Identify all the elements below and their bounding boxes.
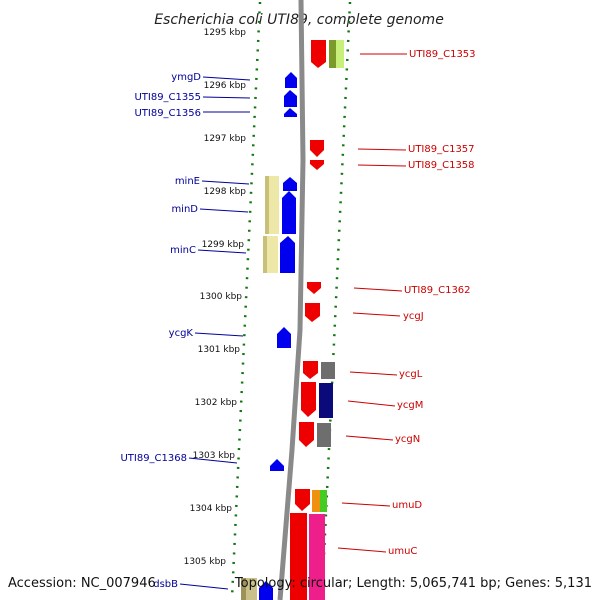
reverse-genes — [290, 40, 326, 600]
gene-UTI89_C1357[interactable] — [310, 140, 324, 157]
gene-ycgK[interactable] — [277, 327, 291, 348]
gene-label-UTI89_C1356[interactable]: UTI89_C1356 — [134, 108, 201, 119]
gene-label-UTI89_C1358[interactable]: UTI89_C1358 — [408, 160, 475, 171]
gene-label-UTI89_C1368[interactable]: UTI89_C1368 — [120, 453, 187, 464]
feature-umuC-pink — [309, 514, 325, 600]
leader-ycgM — [347, 400, 396, 407]
feature-minE-region-shade — [265, 176, 269, 234]
feature-c1353-olive — [329, 40, 336, 68]
gene-label-umuD[interactable]: umuD — [392, 500, 422, 511]
gene-label-umuC[interactable]: umuC — [388, 546, 417, 557]
gene-umuD[interactable] — [295, 489, 310, 511]
gene-label-minC[interactable]: minC — [170, 245, 196, 256]
gene-ycgJ[interactable] — [305, 303, 320, 322]
genome-backbone — [277, 0, 306, 600]
gene-UTI89_C1356[interactable] — [284, 108, 297, 117]
gene-UTI89_C1362[interactable] — [307, 282, 321, 294]
feature-umuD-orange — [312, 490, 320, 512]
left-gene-labels: ymgD UTI89_C1355 UTI89_C1356 minE minD m… — [120, 72, 201, 590]
feature-umuD-green — [320, 490, 327, 512]
leader-UTI89_C1358 — [357, 164, 407, 167]
feature-ycgM-navy — [319, 383, 333, 418]
gene-umuC[interactable] — [290, 513, 307, 600]
reverse-features — [309, 40, 344, 600]
right-leaders — [337, 53, 407, 553]
gene-label-dsbB[interactable]: dsbB — [153, 579, 178, 590]
leader-ycgK — [194, 332, 244, 337]
leader-umuD — [341, 502, 391, 507]
gene-UTI89_C1353[interactable] — [311, 40, 326, 68]
kbp-label: 1300 kbp — [200, 292, 243, 302]
feature-dsbB-region-shade — [241, 578, 246, 600]
gene-ycgN[interactable] — [299, 422, 314, 447]
gene-label-ymgD[interactable]: ymgD — [171, 72, 201, 83]
gene-label-UTI89_C1355[interactable]: UTI89_C1355 — [134, 92, 201, 103]
leader-ymgD — [202, 76, 251, 81]
gene-dsbB[interactable] — [259, 581, 273, 600]
gene-ymgD[interactable] — [285, 72, 297, 88]
gene-minE[interactable] — [283, 177, 297, 191]
kbp-label: 1305 kbp — [184, 557, 227, 567]
leader-dsbB — [179, 583, 229, 590]
kbp-label: 1299 kbp — [202, 240, 245, 250]
footer-accession: Accession: NC_007946 — [8, 576, 156, 591]
leader-umuC — [337, 547, 387, 553]
kbp-label: 1301 kbp — [198, 345, 241, 355]
leader-UTI89_C1355 — [202, 96, 251, 99]
feature-c1353-lime — [336, 40, 344, 68]
leader-minD — [199, 208, 249, 213]
gene-label-minD[interactable]: minD — [171, 204, 198, 215]
gene-minC[interactable] — [280, 236, 295, 273]
kbp-label: 1303 kbp — [193, 451, 236, 461]
kbp-label: 1304 kbp — [190, 504, 233, 514]
feature-minC-region-shade — [263, 236, 267, 273]
gene-UTI89_C1355[interactable] — [284, 90, 297, 107]
footer-topology: Topology: circular; Length: 5,065,741 bp… — [234, 576, 592, 591]
leader-minE — [201, 180, 250, 185]
gene-ycgM[interactable] — [301, 382, 316, 417]
gene-label-UTI89_C1353[interactable]: UTI89_C1353 — [409, 49, 476, 60]
leader-UTI89_C1362 — [353, 287, 403, 292]
kbp-label: 1297 kbp — [204, 134, 247, 144]
leader-ycgN — [345, 435, 394, 441]
left-leaders — [179, 76, 251, 590]
gene-UTI89_C1368[interactable] — [270, 459, 284, 471]
leader-ycgJ — [352, 312, 401, 317]
kbp-label: 1302 kbp — [195, 398, 238, 408]
gene-label-minE[interactable]: minE — [175, 176, 200, 187]
gene-label-ycgL[interactable]: ycgL — [399, 369, 423, 380]
gene-label-UTI89_C1357[interactable]: UTI89_C1357 — [408, 144, 475, 155]
gene-ycgL[interactable] — [303, 361, 318, 379]
forward-genes — [259, 72, 297, 600]
forward-features — [241, 176, 279, 600]
gene-label-ycgN[interactable]: ycgN — [395, 434, 420, 445]
kbp-label: 1298 kbp — [204, 187, 247, 197]
leader-UTI89_C1357 — [357, 148, 407, 151]
leader-ycgL — [349, 371, 398, 376]
kbp-label: 1295 kbp — [204, 28, 247, 38]
leader-UTI89_C1368 — [188, 457, 238, 464]
gene-minD[interactable] — [282, 191, 296, 234]
kbp-label: 1296 kbp — [204, 81, 247, 91]
gene-label-ycgM[interactable]: ycgM — [397, 400, 423, 411]
kbp-axis: 1295 kbp 1296 kbp 1297 kbp 1298 kbp 1299… — [184, 28, 247, 567]
right-gene-labels: UTI89_C1353 UTI89_C1357 UTI89_C1358 UTI8… — [388, 49, 476, 557]
gene-UTI89_C1358[interactable] — [310, 160, 324, 170]
gene-label-ycgJ[interactable]: ycgJ — [403, 311, 424, 322]
feature-ycgL-grey — [321, 362, 335, 379]
gene-label-UTI89_C1362[interactable]: UTI89_C1362 — [404, 285, 471, 296]
gene-label-ycgK[interactable]: ycgK — [169, 328, 194, 339]
feature-ycgN-grey — [317, 423, 331, 447]
leader-minC — [197, 249, 247, 254]
